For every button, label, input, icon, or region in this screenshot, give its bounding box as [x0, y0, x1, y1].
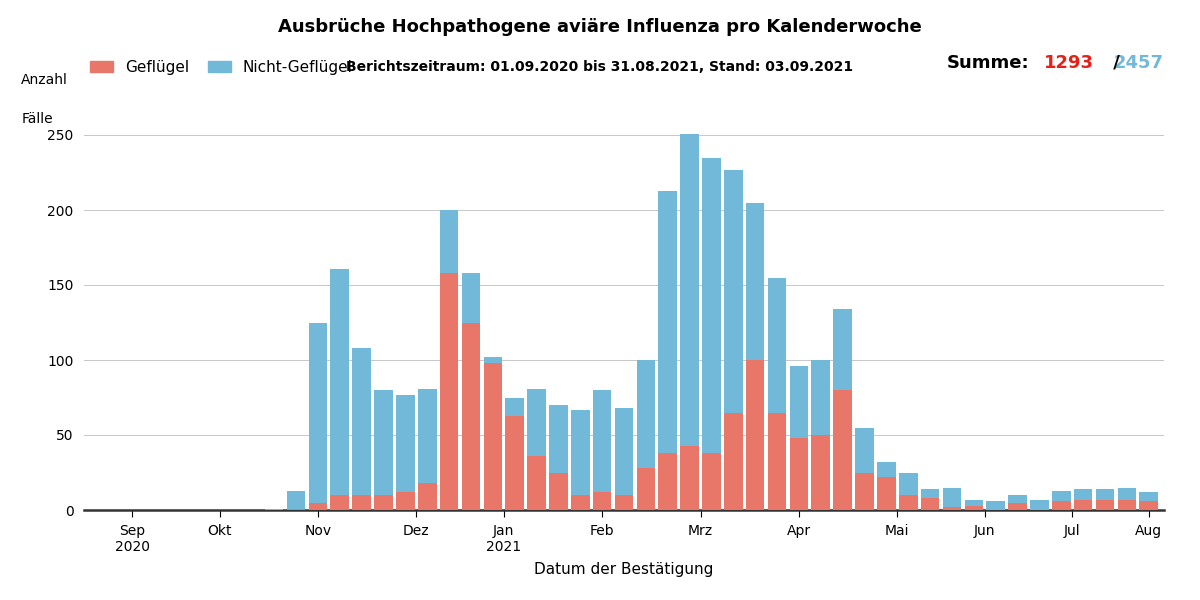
Bar	[527, 456, 546, 510]
Bar	[396, 492, 415, 510]
Bar	[920, 489, 940, 498]
Text: Berichtszeitraum: 01.09.2020 bis 31.08.2021, Stand: 03.09.2021: Berichtszeitraum: 01.09.2020 bis 31.08.2…	[347, 60, 853, 74]
Bar	[287, 491, 305, 508]
Bar	[965, 499, 983, 505]
Bar	[724, 169, 743, 413]
Bar	[790, 438, 808, 510]
Bar	[943, 507, 961, 510]
Bar	[1008, 495, 1027, 502]
Bar	[527, 389, 546, 456]
Bar	[833, 309, 852, 390]
Bar	[1074, 499, 1092, 510]
Bar	[856, 473, 874, 510]
Bar	[768, 413, 786, 510]
Bar	[593, 390, 612, 492]
Bar	[484, 357, 502, 363]
Bar	[353, 348, 371, 495]
Bar	[571, 495, 589, 510]
Bar	[811, 435, 830, 510]
Bar	[877, 477, 895, 510]
Text: 1293: 1293	[1044, 54, 1094, 72]
Bar	[265, 508, 283, 510]
Bar	[920, 498, 940, 510]
Bar	[680, 133, 698, 445]
Bar	[374, 495, 392, 510]
Bar	[1117, 487, 1136, 499]
Text: Ausbrüche Hochpathogene aviäre Influenza pro Kalenderwoche: Ausbrüche Hochpathogene aviäre Influenza…	[278, 18, 922, 36]
Bar	[986, 501, 1004, 510]
Bar	[877, 462, 895, 477]
Bar	[462, 273, 480, 323]
Bar	[636, 468, 655, 510]
Bar	[833, 390, 852, 510]
Bar	[418, 483, 437, 510]
Bar	[1008, 502, 1027, 510]
Bar	[659, 191, 677, 453]
Bar	[856, 427, 874, 473]
Bar	[943, 487, 961, 507]
Bar	[899, 495, 918, 510]
Text: Anzahl: Anzahl	[22, 73, 68, 87]
Bar	[287, 508, 305, 510]
Bar	[1096, 489, 1115, 499]
Text: 2457: 2457	[1114, 54, 1164, 72]
Text: /: /	[1108, 54, 1127, 72]
Bar	[614, 495, 634, 510]
Bar	[1117, 499, 1136, 510]
Bar	[550, 473, 568, 510]
Bar	[308, 502, 328, 510]
Bar	[440, 273, 458, 510]
X-axis label: Datum der Bestätigung: Datum der Bestätigung	[534, 562, 714, 577]
Bar	[702, 453, 721, 510]
Bar	[899, 473, 918, 495]
Bar	[1030, 499, 1049, 510]
Bar	[768, 277, 786, 413]
Bar	[550, 405, 568, 473]
Legend: Geflügel, Nicht-Geflügel: Geflügel, Nicht-Geflügel	[84, 54, 359, 81]
Bar	[702, 157, 721, 453]
Bar	[1140, 501, 1158, 510]
Bar	[593, 492, 612, 510]
Bar	[308, 323, 328, 502]
Bar	[396, 395, 415, 492]
Bar	[353, 495, 371, 510]
Bar	[330, 269, 349, 495]
Bar	[746, 202, 764, 360]
Bar	[659, 453, 677, 510]
Bar	[1096, 499, 1115, 510]
Bar	[636, 360, 655, 468]
Bar	[680, 445, 698, 510]
Bar	[440, 210, 458, 273]
Bar	[724, 413, 743, 510]
Bar	[462, 323, 480, 510]
Bar	[811, 360, 830, 435]
Bar	[614, 408, 634, 495]
Bar	[1052, 501, 1070, 510]
Text: Summe:: Summe:	[947, 54, 1030, 72]
Bar	[505, 415, 524, 510]
Bar	[790, 366, 808, 438]
Text: Fälle: Fälle	[22, 112, 53, 126]
Bar	[1074, 489, 1092, 499]
Bar	[374, 390, 392, 495]
Bar	[484, 363, 502, 510]
Bar	[1140, 492, 1158, 501]
Bar	[330, 495, 349, 510]
Bar	[1052, 491, 1070, 501]
Bar	[571, 409, 589, 495]
Bar	[965, 505, 983, 510]
Bar	[418, 389, 437, 483]
Bar	[746, 360, 764, 510]
Bar	[505, 397, 524, 415]
